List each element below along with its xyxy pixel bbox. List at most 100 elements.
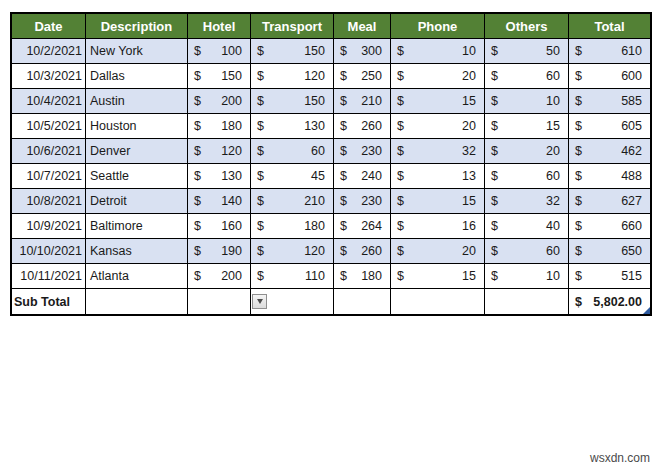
cell-hotel[interactable]: $160 — [188, 214, 251, 239]
cell-others[interactable]: $50 — [485, 39, 569, 64]
cell-total[interactable]: $585 — [569, 89, 650, 114]
cell-date[interactable]: 10/10/2021 — [12, 239, 86, 264]
column-header-others[interactable]: Others — [485, 14, 569, 39]
cell-hotel[interactable]: $200 — [188, 264, 251, 289]
subtotal-transport-cell[interactable] — [251, 289, 334, 314]
cell-transport[interactable]: $60 — [251, 139, 334, 164]
cell-date[interactable]: 10/7/2021 — [12, 164, 86, 189]
cell-transport[interactable]: $45 — [251, 164, 334, 189]
column-header-total[interactable]: Total — [569, 14, 650, 39]
cell-total[interactable]: $462 — [569, 139, 650, 164]
cell-transport[interactable]: $120 — [251, 239, 334, 264]
cell-meal[interactable]: $210 — [334, 89, 391, 114]
subtotal-description-cell[interactable] — [86, 289, 188, 314]
cell-total[interactable]: $660 — [569, 214, 650, 239]
cell-meal[interactable]: $230 — [334, 139, 391, 164]
cell-description[interactable]: Austin — [86, 89, 188, 114]
currency-symbol: $ — [194, 244, 201, 258]
cell-hotel[interactable]: $120 — [188, 139, 251, 164]
cell-hotel[interactable]: $200 — [188, 89, 251, 114]
cell-phone[interactable]: $10 — [391, 39, 485, 64]
cell-transport[interactable]: $120 — [251, 64, 334, 89]
cell-phone[interactable]: $16 — [391, 214, 485, 239]
cell-phone[interactable]: $20 — [391, 114, 485, 139]
cell-meal[interactable]: $250 — [334, 64, 391, 89]
cell-date[interactable]: 10/2/2021 — [12, 39, 86, 64]
cell-others[interactable]: $15 — [485, 114, 569, 139]
cell-total[interactable]: $627 — [569, 189, 650, 214]
cell-others[interactable]: $10 — [485, 89, 569, 114]
cell-description[interactable]: Kansas — [86, 239, 188, 264]
cell-meal[interactable]: $180 — [334, 264, 391, 289]
cell-description[interactable]: Dallas — [86, 64, 188, 89]
cell-total[interactable]: $488 — [569, 164, 650, 189]
cell-meal[interactable]: $260 — [334, 239, 391, 264]
cell-phone[interactable]: $20 — [391, 239, 485, 264]
subtotal-meal-cell[interactable] — [334, 289, 391, 314]
cell-hotel[interactable]: $130 — [188, 164, 251, 189]
cell-others[interactable]: $32 — [485, 189, 569, 214]
cell-others[interactable]: $60 — [485, 164, 569, 189]
cell-others[interactable]: $10 — [485, 264, 569, 289]
cell-phone[interactable]: $15 — [391, 89, 485, 114]
cell-total[interactable]: $605 — [569, 114, 650, 139]
cell-description[interactable]: Seattle — [86, 164, 188, 189]
cell-total[interactable]: $650 — [569, 239, 650, 264]
column-header-transport[interactable]: Transport — [251, 14, 334, 39]
column-header-meal[interactable]: Meal — [334, 14, 391, 39]
cell-hotel[interactable]: $100 — [188, 39, 251, 64]
cell-phone[interactable]: $13 — [391, 164, 485, 189]
cell-description[interactable]: Detroit — [86, 189, 188, 214]
cell-description[interactable]: Denver — [86, 139, 188, 164]
cell-hotel[interactable]: $150 — [188, 64, 251, 89]
subtotal-hotel-cell[interactable] — [188, 289, 251, 314]
cell-total[interactable]: $600 — [569, 64, 650, 89]
cell-transport[interactable]: $110 — [251, 264, 334, 289]
cell-phone[interactable]: $15 — [391, 189, 485, 214]
cell-hotel[interactable]: $140 — [188, 189, 251, 214]
cell-description[interactable]: Baltimore — [86, 214, 188, 239]
cell-description[interactable]: Atlanta — [86, 264, 188, 289]
cell-transport[interactable]: $210 — [251, 189, 334, 214]
cell-others[interactable]: $40 — [485, 214, 569, 239]
cell-date[interactable]: 10/9/2021 — [12, 214, 86, 239]
subtotal-phone-cell[interactable] — [391, 289, 485, 314]
subtotal-label-cell[interactable]: Sub Total — [12, 289, 86, 314]
column-header-hotel[interactable]: Hotel — [188, 14, 251, 39]
column-header-date[interactable]: Date — [12, 14, 86, 39]
cell-hotel[interactable]: $190 — [188, 239, 251, 264]
cell-transport[interactable]: $150 — [251, 89, 334, 114]
cell-phone[interactable]: $15 — [391, 264, 485, 289]
cell-date[interactable]: 10/11/2021 — [12, 264, 86, 289]
cell-transport[interactable]: $130 — [251, 114, 334, 139]
column-header-description[interactable]: Description — [86, 14, 188, 39]
cell-total[interactable]: $515 — [569, 264, 650, 289]
cell-date[interactable]: 10/3/2021 — [12, 64, 86, 89]
cell-date[interactable]: 10/6/2021 — [12, 139, 86, 164]
cell-others[interactable]: $20 — [485, 139, 569, 164]
cell-date[interactable]: 10/4/2021 — [12, 89, 86, 114]
cell-description[interactable]: New York — [86, 39, 188, 64]
cell-date[interactable]: 10/8/2021 — [12, 189, 86, 214]
subtotal-total-cell[interactable]: $ 5,802.00 — [569, 289, 650, 314]
cell-transport[interactable]: $180 — [251, 214, 334, 239]
subtotal-others-cell[interactable] — [485, 289, 569, 314]
cell-meal[interactable]: $260 — [334, 114, 391, 139]
cell-date[interactable]: 10/5/2021 — [12, 114, 86, 139]
column-header-phone[interactable]: Phone — [391, 14, 485, 39]
amount: 650 — [621, 244, 642, 258]
cell-others[interactable]: $60 — [485, 239, 569, 264]
cell-meal[interactable]: $264 — [334, 214, 391, 239]
cell-meal[interactable]: $230 — [334, 189, 391, 214]
cell-others[interactable]: $60 — [485, 64, 569, 89]
cell-meal[interactable]: $300 — [334, 39, 391, 64]
cell-meal[interactable]: $240 — [334, 164, 391, 189]
subtotal-dropdown-button[interactable] — [252, 294, 267, 309]
cell-phone[interactable]: $20 — [391, 64, 485, 89]
cell-description[interactable]: Houston — [86, 114, 188, 139]
cell-transport[interactable]: $150 — [251, 39, 334, 64]
table-resize-handle[interactable] — [643, 307, 650, 314]
cell-total[interactable]: $610 — [569, 39, 650, 64]
cell-phone[interactable]: $32 — [391, 139, 485, 164]
cell-hotel[interactable]: $180 — [188, 114, 251, 139]
